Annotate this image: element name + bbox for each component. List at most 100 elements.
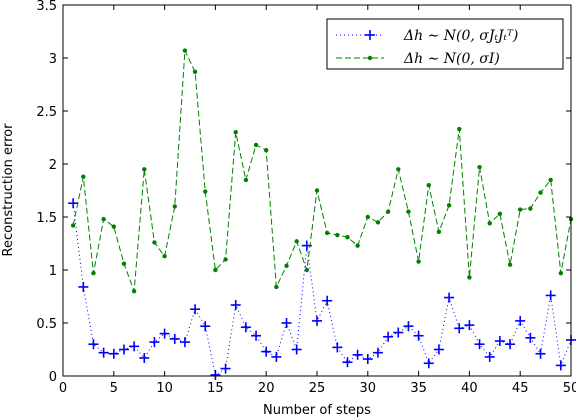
series-2-point — [131, 289, 137, 294]
x-tick-label: 0 — [59, 381, 67, 396]
series-2-point — [324, 230, 330, 236]
series-2-point — [446, 203, 452, 208]
series-1-point — [535, 348, 546, 359]
series-1-point — [525, 332, 536, 343]
series-1-point — [372, 347, 383, 358]
y-tick-label: 3.5 — [36, 0, 57, 14]
series-2-point — [192, 69, 198, 74]
series-1-point — [312, 315, 322, 326]
y-tick-label: 0 — [49, 370, 57, 385]
series-1-point — [433, 344, 444, 355]
series-1-point — [230, 299, 241, 310]
series-2-point — [284, 263, 289, 268]
series-1-point — [129, 341, 140, 352]
series-2-point — [396, 167, 401, 172]
series-2-point — [223, 257, 228, 262]
series-2-point — [142, 167, 147, 172]
legend: Δh ∼ N(0, σJₜJₜᵀ) Δh ∼ N(0, σI) — [326, 18, 564, 70]
tick-layer: 0 5 10 15 20 25 30 35 40 45 50 0 0.5 1 1.5 2 2.5 3 3.5 — [36, 0, 576, 396]
series-1-point — [362, 354, 373, 365]
series-1-point — [200, 321, 211, 332]
series-1-point — [423, 358, 434, 369]
series-2-point — [345, 234, 350, 240]
series-1-point — [179, 337, 190, 348]
series-2-point — [457, 126, 462, 132]
legend-marker-series-1 — [365, 30, 375, 40]
x-tick-label: 15 — [207, 381, 224, 396]
series-1-point — [251, 330, 262, 341]
series-2-point — [182, 48, 188, 53]
series-1-point — [393, 327, 404, 338]
series-2-point — [121, 261, 127, 266]
legend-label-series-1: Δh ∼ N(0, σJₜJₜᵀ) — [403, 28, 518, 44]
series-1-point — [108, 348, 119, 359]
series-2-point — [152, 240, 157, 245]
series-2-point — [365, 214, 370, 220]
series-2-point — [243, 177, 249, 183]
series-1-point — [169, 333, 180, 344]
series-1-point — [383, 331, 394, 342]
series-2-point — [213, 267, 218, 273]
series-2-point — [518, 207, 523, 212]
x-tick-label: 10 — [156, 381, 173, 396]
series-2-point — [294, 239, 299, 244]
series-1-point — [88, 339, 99, 350]
series-1-point — [494, 336, 505, 347]
series-1-point — [413, 330, 424, 341]
y-tick-label: 2 — [49, 158, 57, 173]
series-2-point — [497, 211, 503, 217]
x-tick-label: 20 — [258, 381, 275, 396]
series-2-point — [172, 204, 177, 209]
x-tick-label: 25 — [309, 381, 326, 396]
series-2-point — [101, 216, 106, 222]
legend-box — [326, 18, 564, 70]
series-2-point — [111, 224, 117, 229]
series-2-point — [335, 232, 340, 238]
series-2-point — [375, 220, 381, 225]
series-2-point — [203, 189, 208, 194]
series-1-point — [474, 339, 485, 350]
series-1-point — [220, 363, 231, 374]
y-tick-label: 1.5 — [36, 211, 57, 226]
series-2-point — [81, 174, 86, 179]
series-1-point — [149, 337, 160, 348]
series-2-point — [467, 275, 472, 280]
series-1-point — [444, 292, 455, 303]
series-1-point — [555, 360, 566, 371]
y-tick-label: 1 — [49, 264, 57, 279]
series-layer — [68, 48, 576, 380]
series-2-point — [233, 130, 238, 135]
series-2-point — [406, 209, 411, 214]
series-1-point — [291, 344, 302, 355]
series-1-point — [352, 349, 363, 360]
series-2-point — [355, 243, 360, 248]
series-1-point — [454, 323, 465, 334]
y-tick-label: 3 — [49, 52, 57, 67]
series-1-point — [139, 352, 150, 363]
legend-label-series-2: Δh ∼ N(0, σI) — [403, 51, 500, 67]
series-2-point — [70, 223, 76, 228]
series-1-point — [464, 320, 475, 331]
series-1-point — [545, 290, 556, 301]
series-2-point — [426, 183, 431, 188]
series-2-point — [477, 164, 482, 170]
series-1-point — [515, 315, 526, 326]
series-2 — [70, 48, 574, 294]
x-tick-label: 5 — [110, 381, 118, 396]
series-2-point — [558, 270, 564, 276]
series-2-point — [304, 267, 310, 273]
series-1-point — [342, 357, 353, 368]
series-1-point — [159, 328, 170, 339]
series-1-line — [72, 203, 572, 376]
series-2-point — [162, 254, 167, 259]
series-2-point — [507, 262, 513, 267]
series-2-point — [416, 259, 421, 264]
y-tick-label: 2.5 — [36, 105, 57, 120]
series-1-point — [322, 295, 333, 306]
series-1-point — [505, 339, 516, 350]
x-tick-label: 30 — [360, 381, 377, 396]
series-2-point — [91, 270, 96, 276]
series-2-point — [264, 148, 269, 153]
x-axis-label: Number of steps — [263, 403, 371, 418]
